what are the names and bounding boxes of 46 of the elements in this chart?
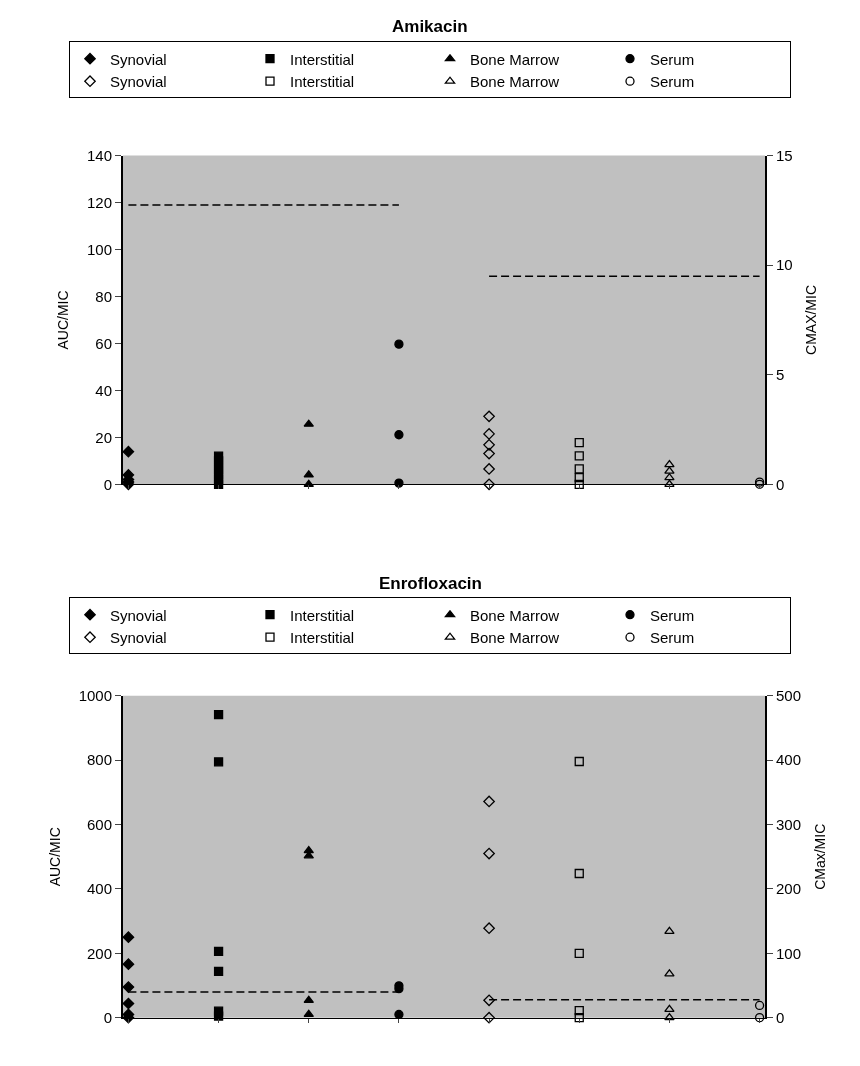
y2-tick-label: 0 [776,1008,785,1026]
chart-title: Amikacin [392,17,468,36]
y2-axis-title: CMax/MIC [811,823,828,890]
y-tick-label: 1000 [78,687,112,705]
y-tick-label: 20 [95,428,112,446]
y-tick-label: 120 [86,193,112,211]
legend-label: Synovial [110,50,167,68]
y-tick-label: 40 [95,381,112,399]
legend-label: Interstitial [290,73,355,91]
y2-tick-label: 5 [776,365,785,383]
y2-tick-label: 500 [776,687,802,705]
legend-label: Bone Marrow [470,606,560,624]
y2-tick-label: 0 [776,475,785,493]
legend-label: Serum [650,606,695,624]
y-tick-label: 200 [86,944,112,962]
y2-tick-label: 200 [776,880,802,898]
legend-label: Bone Marrow [470,50,560,68]
legend-label: Interstitial [290,629,355,647]
y2-tick-label: 400 [776,751,802,769]
legend-label: Bone Marrow [470,73,560,91]
y-tick-label: 80 [95,287,112,305]
legend-label: Bone Marrow [470,629,560,647]
y-tick-label: 0 [103,475,112,493]
legend-label: Serum [650,73,695,91]
y-tick-label: 800 [86,751,112,769]
legend-label: Synovial [110,73,167,91]
y2-tick-label: 15 [776,146,793,164]
legend-label: Synovial [110,606,167,624]
y-axis-title: AUC/MIC [46,827,63,887]
y-axis-title: AUC/MIC [55,290,72,350]
legend-label: Synovial [110,629,167,647]
y-tick-label: 0 [103,1008,112,1026]
y2-tick-label: 100 [776,944,802,962]
y-tick-label: 100 [86,240,112,258]
chart-title: Enrofloxacin [379,574,482,593]
legend-label: Interstitial [290,606,355,624]
y2-tick-label: 10 [776,256,793,274]
y-tick-label: 140 [86,146,112,164]
y-tick-label: 600 [86,815,112,833]
y-tick-label: 400 [86,880,112,898]
y-tick-label: 60 [95,334,112,352]
legend-label: Serum [650,50,695,68]
y2-axis-title: CMAX/MIC [803,284,820,355]
y2-tick-label: 300 [776,815,802,833]
legend-label: Serum [650,629,695,647]
legend-label: Interstitial [290,50,355,68]
